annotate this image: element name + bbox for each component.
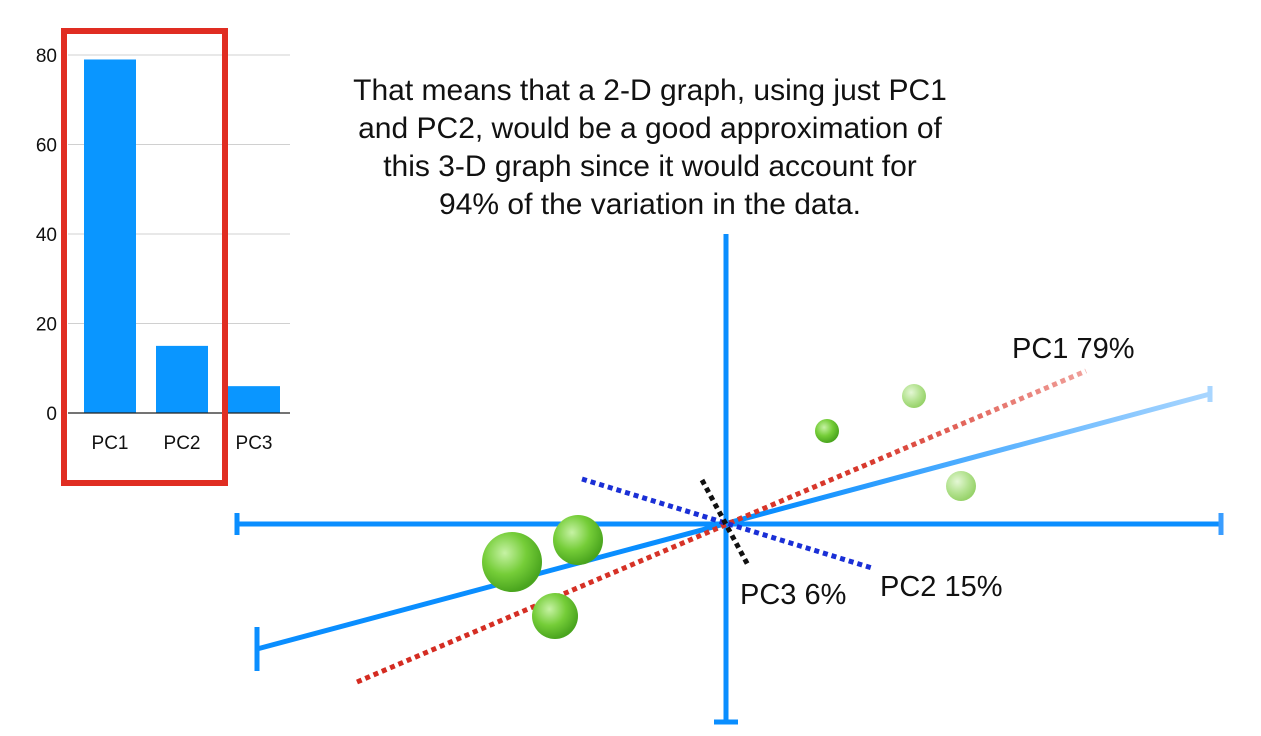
pc3-label: PC3 6% — [740, 579, 846, 611]
y-tick-label: 20 — [36, 315, 57, 336]
data-point — [902, 384, 926, 408]
caption: That means that a 2-D graph, using just … — [270, 72, 1030, 224]
data-point — [815, 419, 839, 443]
data-points — [482, 384, 976, 639]
axes — [234, 234, 1224, 725]
y-tick-label: 80 — [36, 46, 57, 67]
pc1-label: PC1 79% — [1012, 333, 1135, 365]
pc3-line — [699, 478, 752, 569]
x-tick-label: PC2 — [164, 433, 201, 454]
scree-bar-chart: 0 20 40 60 80 PC1 PC2 PC3 — [36, 28, 290, 486]
caption-line: this 3-D graph since it would account fo… — [383, 150, 917, 183]
bars — [84, 59, 280, 413]
caption-line: That means that a 2-D graph, using just … — [353, 74, 947, 107]
bar-pc2 — [156, 345, 208, 413]
data-point — [482, 532, 542, 592]
y-tick-label: 40 — [36, 225, 57, 246]
data-point — [532, 593, 578, 639]
y-tick-label: 0 — [46, 404, 57, 425]
highlight-box — [61, 28, 228, 486]
y-axis-ticks: 0 20 40 60 80 — [36, 46, 57, 425]
bar-pc3 — [228, 386, 280, 413]
x-axis-ticks: PC1 PC2 PC3 — [92, 433, 273, 454]
pc2-label: PC2 15% — [880, 571, 1003, 603]
data-point — [553, 515, 603, 565]
pc2-line — [581, 476, 873, 571]
y-tick-label: 60 — [36, 136, 57, 157]
pc-lines — [356, 368, 1087, 685]
x-tick-label: PC1 — [92, 433, 129, 454]
x-tick-label: PC3 — [236, 433, 273, 454]
data-point — [946, 471, 976, 501]
caption-line: and PC2, would be a good approximation o… — [358, 112, 942, 145]
pc1-line — [356, 368, 1087, 685]
caption-line: 94% of the variation in the data. — [439, 188, 861, 221]
bar-pc1 — [84, 59, 136, 413]
